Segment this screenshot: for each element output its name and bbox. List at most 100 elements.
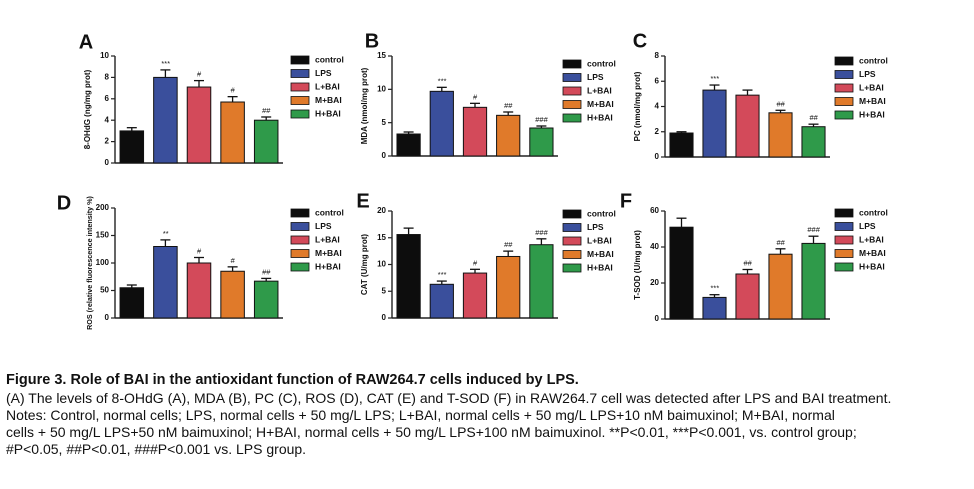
caption-line-3: cells + 50 mg/L LPS+50 nM baimuxinol; H+… xyxy=(6,424,857,440)
panel-c-significance-label: ## xyxy=(776,99,785,108)
panel-a-y-tick-label: 0 xyxy=(105,158,110,167)
panel-e-letter: E xyxy=(356,190,369,212)
panel-c-letter: C xyxy=(633,30,647,52)
panel-c-legend-label: control xyxy=(859,55,888,65)
panel-a-bar-lps xyxy=(153,76,178,164)
panel-e-legend-swatch xyxy=(562,209,582,219)
panel-a-legend-label: H+BAI xyxy=(315,108,341,118)
panel-a-bar-m-bai xyxy=(220,101,245,164)
panel-c-legend-label: M+BAI xyxy=(859,96,886,106)
panel-d-y-tick-label: 100 xyxy=(96,258,110,267)
panel-f-bar-h-bai xyxy=(801,242,826,320)
panel-b-legend-swatch xyxy=(562,86,582,96)
panel-f-y-label: T-SOD (U/mg prot) xyxy=(633,230,642,300)
panel-f-legend-swatch xyxy=(834,208,854,218)
panel-c-y-tick-label: 2 xyxy=(655,127,660,136)
panel-a-y-tick-label: 8 xyxy=(105,73,110,82)
panel-f-y-tick-label: 60 xyxy=(650,206,659,215)
panel-a-y-tick-label: 6 xyxy=(105,94,110,103)
panel-b-legend-label: L+BAI xyxy=(587,85,612,95)
panel-a-y-tick-label: 2 xyxy=(105,137,110,146)
panel-e-legend-swatch xyxy=(562,223,582,232)
panel-f-y-tick-label: 0 xyxy=(655,314,660,323)
panel-b-legend-label: control xyxy=(587,58,616,68)
panel-b-y-label: MDA (nmol/mg prot) xyxy=(360,67,369,144)
panel-a-legend-label: L+BAI xyxy=(315,81,340,91)
panel-c-legend-swatch xyxy=(834,97,854,106)
panel-c-significance-label: *** xyxy=(710,74,720,83)
panel-d-significance-label: # xyxy=(231,256,236,265)
panel-a-bar-h-bai xyxy=(253,119,279,164)
panel-d-y-tick-label: 0 xyxy=(105,313,110,322)
panel-e-legend-swatch xyxy=(562,236,582,246)
panel-d-legend-swatch xyxy=(290,249,310,258)
panel-d-legend-label: L+BAI xyxy=(315,234,340,244)
panel-e-bar-m-bai xyxy=(496,255,521,319)
panel-d-bar-l-bai xyxy=(186,262,212,319)
caption-line-2: Notes: Control, normal cells; LPS, norma… xyxy=(6,407,835,423)
panel-e-significance-label: ## xyxy=(504,240,513,249)
panel-b-bar-lps xyxy=(429,90,454,157)
panel-f-bar-m-bai xyxy=(768,253,793,320)
panel-c-legend-label: LPS xyxy=(859,69,876,79)
panel-b-bar-l-bai xyxy=(462,106,488,157)
panel-c-legend-label: H+BAI xyxy=(859,109,885,119)
panel-d-y-label: ROS (relative fluorescence intensity %) xyxy=(85,195,94,329)
panel-e-y-tick-label: 10 xyxy=(377,260,386,269)
panel-f-bar-l-bai xyxy=(735,273,760,320)
panel-f-significance-label: ### xyxy=(807,225,820,234)
panel-c-legend-swatch xyxy=(834,110,854,120)
panel-e-legend-swatch xyxy=(562,250,582,259)
panel-a-letter: A xyxy=(79,31,93,53)
panel-b-y-tick-label: 15 xyxy=(377,51,386,60)
panel-c-y-tick-label: 0 xyxy=(655,152,660,161)
panel-a-bar-control xyxy=(119,130,145,164)
panel-d-legend-swatch xyxy=(290,235,310,245)
panel-f-significance-label: ## xyxy=(743,259,752,268)
panel-c-legend-swatch xyxy=(834,83,854,93)
panel-d-legend-label: control xyxy=(315,207,344,217)
panel-f-y-tick-label: 20 xyxy=(650,278,659,287)
panel-b-significance-label: ### xyxy=(535,115,548,124)
panel-b-legend-label: LPS xyxy=(587,72,604,82)
panel-a-y-tick-label: 4 xyxy=(105,115,110,124)
panel-c-bar-lps xyxy=(702,89,727,158)
panel-f-bar-lps xyxy=(702,296,727,320)
panel-c-legend-label: L+BAI xyxy=(859,82,884,92)
panel-d-bar-control xyxy=(119,287,145,319)
panel-a-significance-label: ## xyxy=(262,106,271,115)
panel-f-legend-swatch xyxy=(834,222,854,231)
panel-d-legend-swatch xyxy=(290,262,310,272)
panel-f-legend-swatch xyxy=(834,235,854,245)
panel-a-legend-swatch xyxy=(290,55,310,65)
panel-f-y-tick-label: 40 xyxy=(650,242,659,251)
panel-e-legend-label: M+BAI xyxy=(587,249,614,259)
panel-b-significance-label: ## xyxy=(504,101,513,110)
panel-d-bar-m-bai xyxy=(220,270,245,319)
panel-e-bar-control xyxy=(396,234,421,319)
panel-d-bar-h-bai xyxy=(253,280,279,319)
panel-c-significance-label: ## xyxy=(809,113,818,122)
panel-b-bar-control xyxy=(396,133,421,157)
panel-f-legend-label: control xyxy=(859,207,888,217)
panel-c-bar-h-bai xyxy=(801,126,826,158)
panel-d-significance-label: ** xyxy=(162,229,169,238)
panel-d-legend-label: M+BAI xyxy=(315,248,342,258)
panel-b-significance-label: *** xyxy=(437,76,447,85)
panel-b-bar-h-bai xyxy=(529,127,554,157)
panel-d-y-tick-label: 150 xyxy=(96,231,110,240)
panel-b-y-tick-label: 0 xyxy=(382,151,387,160)
caption-line-1: (A) The levels of 8-OHdG (A), MDA (B), P… xyxy=(6,390,892,406)
panel-d-legend-label: H+BAI xyxy=(315,261,341,271)
panel-e-y-label: CAT (U/mg prot) xyxy=(360,234,369,296)
panel-d-bar-lps xyxy=(153,246,178,319)
panel-d-y-tick-label: 50 xyxy=(100,286,109,295)
panel-e-legend-label: L+BAI xyxy=(587,235,612,245)
panel-f-legend-swatch xyxy=(834,249,854,258)
panel-a-significance-label: *** xyxy=(161,59,171,68)
panel-e-y-tick-label: 20 xyxy=(377,206,386,215)
panel-a-bar-l-bai xyxy=(186,86,212,164)
panel-a-legend-label: M+BAI xyxy=(315,95,342,105)
panel-f-legend-swatch xyxy=(834,262,854,272)
panel-d-y-tick-label: 200 xyxy=(96,203,110,212)
